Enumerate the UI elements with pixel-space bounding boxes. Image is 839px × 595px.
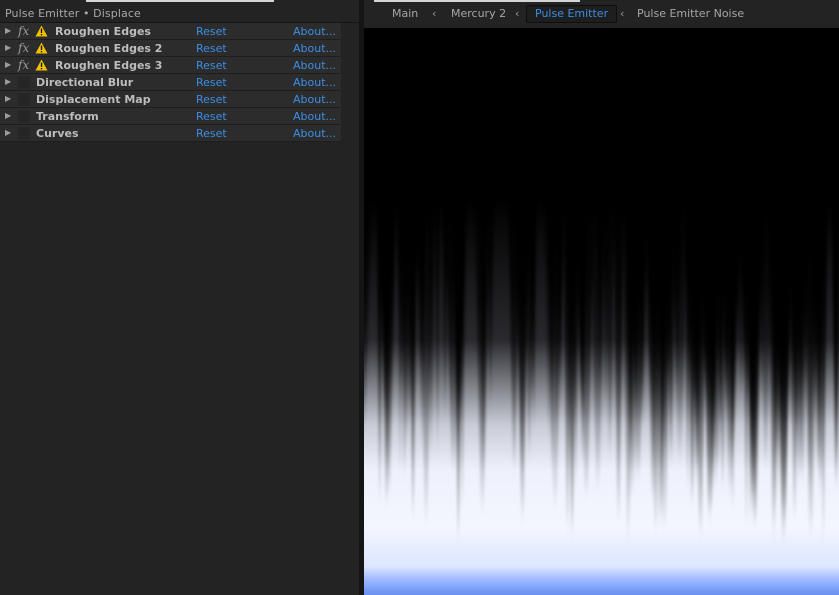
effect-row[interactable]: ▶ Curves Reset About... xyxy=(0,125,341,142)
render-streak xyxy=(746,168,757,514)
reset-link[interactable]: Reset xyxy=(196,127,227,140)
chevron-left-icon: ‹ xyxy=(620,7,625,20)
render-streak xyxy=(376,168,383,507)
render-streak xyxy=(364,168,368,446)
title-divider xyxy=(0,22,359,23)
render-streak xyxy=(605,168,615,463)
about-link[interactable]: About... xyxy=(293,42,337,55)
render-streak xyxy=(577,168,588,470)
render-streak xyxy=(435,168,440,459)
render-streak xyxy=(442,168,448,425)
composition-viewer[interactable] xyxy=(364,28,839,595)
twirl-triangle-icon[interactable]: ▶ xyxy=(5,26,12,35)
rendered-frame xyxy=(364,28,839,595)
twirl-triangle-icon[interactable]: ▶ xyxy=(5,128,12,137)
effect-name: Roughen Edges 3 xyxy=(55,59,163,72)
effect-name: Roughen Edges 2 xyxy=(55,42,163,55)
effect-row[interactable]: ▶ fx Roughen Edges Reset About... xyxy=(0,23,341,40)
render-streak xyxy=(474,168,491,517)
render-streak xyxy=(515,168,529,527)
render-streak xyxy=(783,168,799,436)
warning-triangle-icon xyxy=(35,25,48,37)
effect-row[interactable]: ▶ fx Roughen Edges 3 Reset About... xyxy=(0,57,341,74)
about-link[interactable]: About... xyxy=(293,110,337,123)
breadcrumb: Main ‹ Mercury 2 ‹ Pulse Emitter ‹ Pulse… xyxy=(364,4,839,24)
effect-row[interactable]: ▶ Displacement Map Reset About... xyxy=(0,91,341,108)
render-streak xyxy=(832,168,839,488)
effect-row[interactable]: ▶ Transform Reset About... xyxy=(0,108,341,125)
render-streak xyxy=(380,168,393,511)
twirl-triangle-icon[interactable]: ▶ xyxy=(5,111,12,120)
render-streak xyxy=(631,168,649,431)
render-streak xyxy=(666,168,677,471)
reset-link[interactable]: Reset xyxy=(196,93,227,106)
effect-row[interactable]: ▶ Directional Blur Reset About... xyxy=(0,74,341,91)
effect-name: Transform xyxy=(36,110,99,123)
render-streak xyxy=(613,168,624,527)
panel-splitter[interactable] xyxy=(359,0,364,595)
render-streak xyxy=(767,168,781,544)
composition-viewer-panel: Main ‹ Mercury 2 ‹ Pulse Emitter ‹ Pulse… xyxy=(364,0,839,595)
chevron-left-icon: ‹ xyxy=(515,7,520,20)
effect-name: Roughen Edges xyxy=(55,25,151,38)
twirl-triangle-icon[interactable]: ▶ xyxy=(5,94,12,103)
effects-list: ▶ fx Roughen Edges Reset About... ▶ fx R… xyxy=(0,23,341,142)
render-streak xyxy=(527,168,537,413)
reset-link[interactable]: Reset xyxy=(196,59,227,72)
render-streak xyxy=(802,168,819,541)
render-streak xyxy=(454,168,462,454)
twirl-triangle-icon[interactable]: ▶ xyxy=(5,60,12,69)
panel-tab-indicator xyxy=(374,0,580,2)
render-streak xyxy=(589,168,606,495)
render-streak xyxy=(408,168,418,524)
effect-name: Displacement Map xyxy=(36,93,151,106)
reset-link[interactable]: Reset xyxy=(196,110,227,123)
fx-toggle-off[interactable] xyxy=(18,127,30,140)
render-streak xyxy=(729,168,737,517)
reset-link[interactable]: Reset xyxy=(196,25,227,38)
render-streak xyxy=(544,168,554,446)
render-streak xyxy=(690,168,706,429)
fx-toggle-off[interactable] xyxy=(18,93,30,106)
twirl-triangle-icon[interactable]: ▶ xyxy=(5,77,12,86)
warning-triangle-icon xyxy=(35,59,48,71)
effect-row[interactable]: ▶ fx Roughen Edges 2 Reset About... xyxy=(0,40,341,57)
render-streak xyxy=(566,168,578,541)
about-link[interactable]: About... xyxy=(293,59,337,72)
about-link[interactable]: About... xyxy=(293,93,337,106)
about-link[interactable]: About... xyxy=(293,127,337,140)
reset-link[interactable]: Reset xyxy=(196,76,227,89)
chevron-left-icon: ‹ xyxy=(432,7,437,20)
render-streak xyxy=(819,168,828,548)
breadcrumb-item-pulse-emitter[interactable]: Pulse Emitter xyxy=(526,5,618,23)
warning-triangle-icon xyxy=(35,42,48,54)
fx-icon[interactable]: fx xyxy=(18,24,30,38)
render-streak xyxy=(657,168,670,453)
render-streak xyxy=(426,168,436,460)
breadcrumb-item-pulse-emitter-noise[interactable]: Pulse Emitter Noise xyxy=(637,7,745,20)
render-streak xyxy=(400,168,409,483)
effect-name: Directional Blur xyxy=(36,76,134,89)
panel-title: Pulse Emitter • Displace xyxy=(5,7,141,20)
fx-toggle-off[interactable] xyxy=(18,76,30,89)
fx-icon[interactable]: fx xyxy=(18,58,30,72)
about-link[interactable]: About... xyxy=(293,25,337,38)
render-streak xyxy=(418,168,426,453)
panel-tab-indicator xyxy=(86,0,274,2)
fx-toggle-off[interactable] xyxy=(18,110,30,123)
effect-name: Curves xyxy=(36,127,79,140)
reset-link[interactable]: Reset xyxy=(196,42,227,55)
render-streak xyxy=(685,168,691,499)
render-streak xyxy=(708,168,727,476)
breadcrumb-item-mercury-2[interactable]: Mercury 2 xyxy=(451,7,507,20)
effect-controls-panel: Pulse Emitter • Displace ▶ fx Roughen Ed… xyxy=(0,0,359,595)
fx-icon[interactable]: fx xyxy=(18,41,30,55)
twirl-triangle-icon[interactable]: ▶ xyxy=(5,43,12,52)
breadcrumb-item-main[interactable]: Main xyxy=(392,7,419,20)
about-link[interactable]: About... xyxy=(293,76,337,89)
